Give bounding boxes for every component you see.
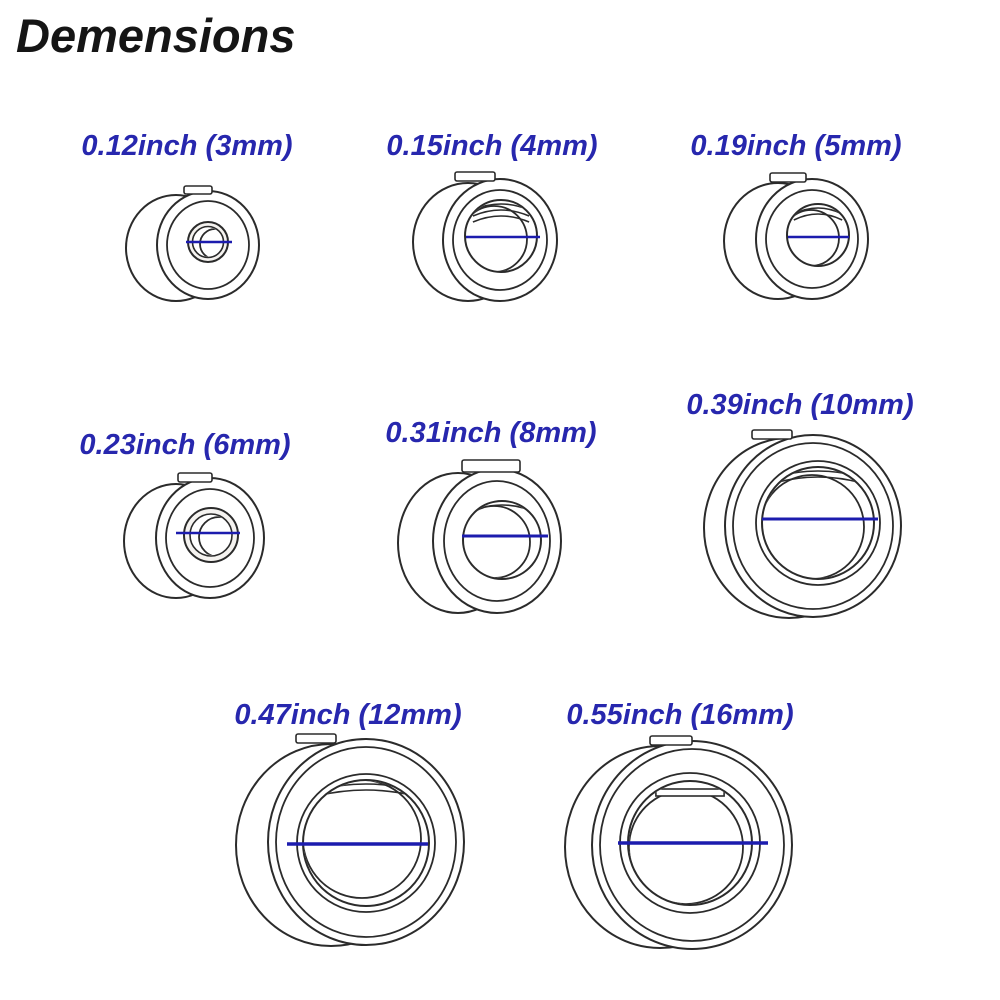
collar-illustration-8mm: [397, 459, 562, 614]
size-label-10mm: 0.39inch (10mm): [686, 389, 914, 421]
page-title: Demensions: [16, 9, 296, 62]
collar-illustration-3mm: [125, 185, 260, 302]
collar-illustration-16mm: [564, 735, 793, 950]
size-label-16mm: 0.55inch (16mm): [566, 699, 794, 731]
collar-illustration-10mm: [703, 429, 902, 619]
set-screw-notch: [183, 185, 213, 195]
size-label-12mm: 0.47inch (12mm): [234, 699, 462, 731]
set-screw-notch: [649, 735, 693, 746]
size-label-5mm: 0.19inch (5mm): [690, 130, 902, 162]
collar-illustration-12mm: [235, 733, 465, 947]
size-label-8mm: 0.31inch (8mm): [385, 417, 597, 449]
size-label-6mm: 0.23inch (6mm): [79, 429, 291, 461]
size-label-4mm: 0.15inch (4mm): [386, 130, 598, 162]
set-screw-notch: [177, 472, 213, 483]
bore-hole: [761, 466, 875, 580]
set-screw-notch: [454, 171, 496, 182]
set-screw-notch: [295, 733, 337, 744]
set-screw-notch: [461, 459, 521, 473]
collar-illustration-6mm: [123, 472, 265, 599]
bore-hole: [462, 500, 542, 580]
collar-illustration-4mm: [412, 171, 558, 302]
set-screw-notch: [751, 429, 793, 440]
bore-hole: [786, 203, 850, 267]
size-label-3mm: 0.12inch (3mm): [81, 130, 293, 162]
collar-illustration-5mm: [723, 172, 869, 300]
set-screw-notch: [769, 172, 807, 183]
